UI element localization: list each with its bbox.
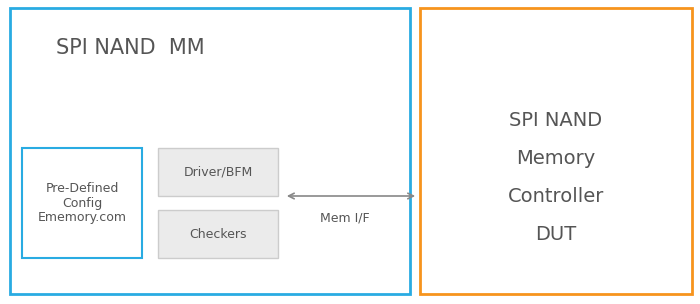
Bar xyxy=(158,210,278,258)
Bar xyxy=(420,8,692,294)
Text: Checkers: Checkers xyxy=(189,227,246,240)
Bar xyxy=(10,8,410,294)
Text: Mem I/F: Mem I/F xyxy=(320,212,370,224)
Text: Controller: Controller xyxy=(508,186,604,206)
Text: SPI NAND  MM: SPI NAND MM xyxy=(56,38,204,58)
Text: Memory: Memory xyxy=(517,148,596,168)
Text: Driver/BFM: Driver/BFM xyxy=(183,165,253,178)
Text: Pre-Defined
Config
Ememory.com: Pre-Defined Config Ememory.com xyxy=(38,181,127,224)
Text: DUT: DUT xyxy=(536,224,577,244)
Bar xyxy=(158,148,278,196)
Text: SPI NAND: SPI NAND xyxy=(510,110,603,130)
Bar xyxy=(22,148,142,258)
